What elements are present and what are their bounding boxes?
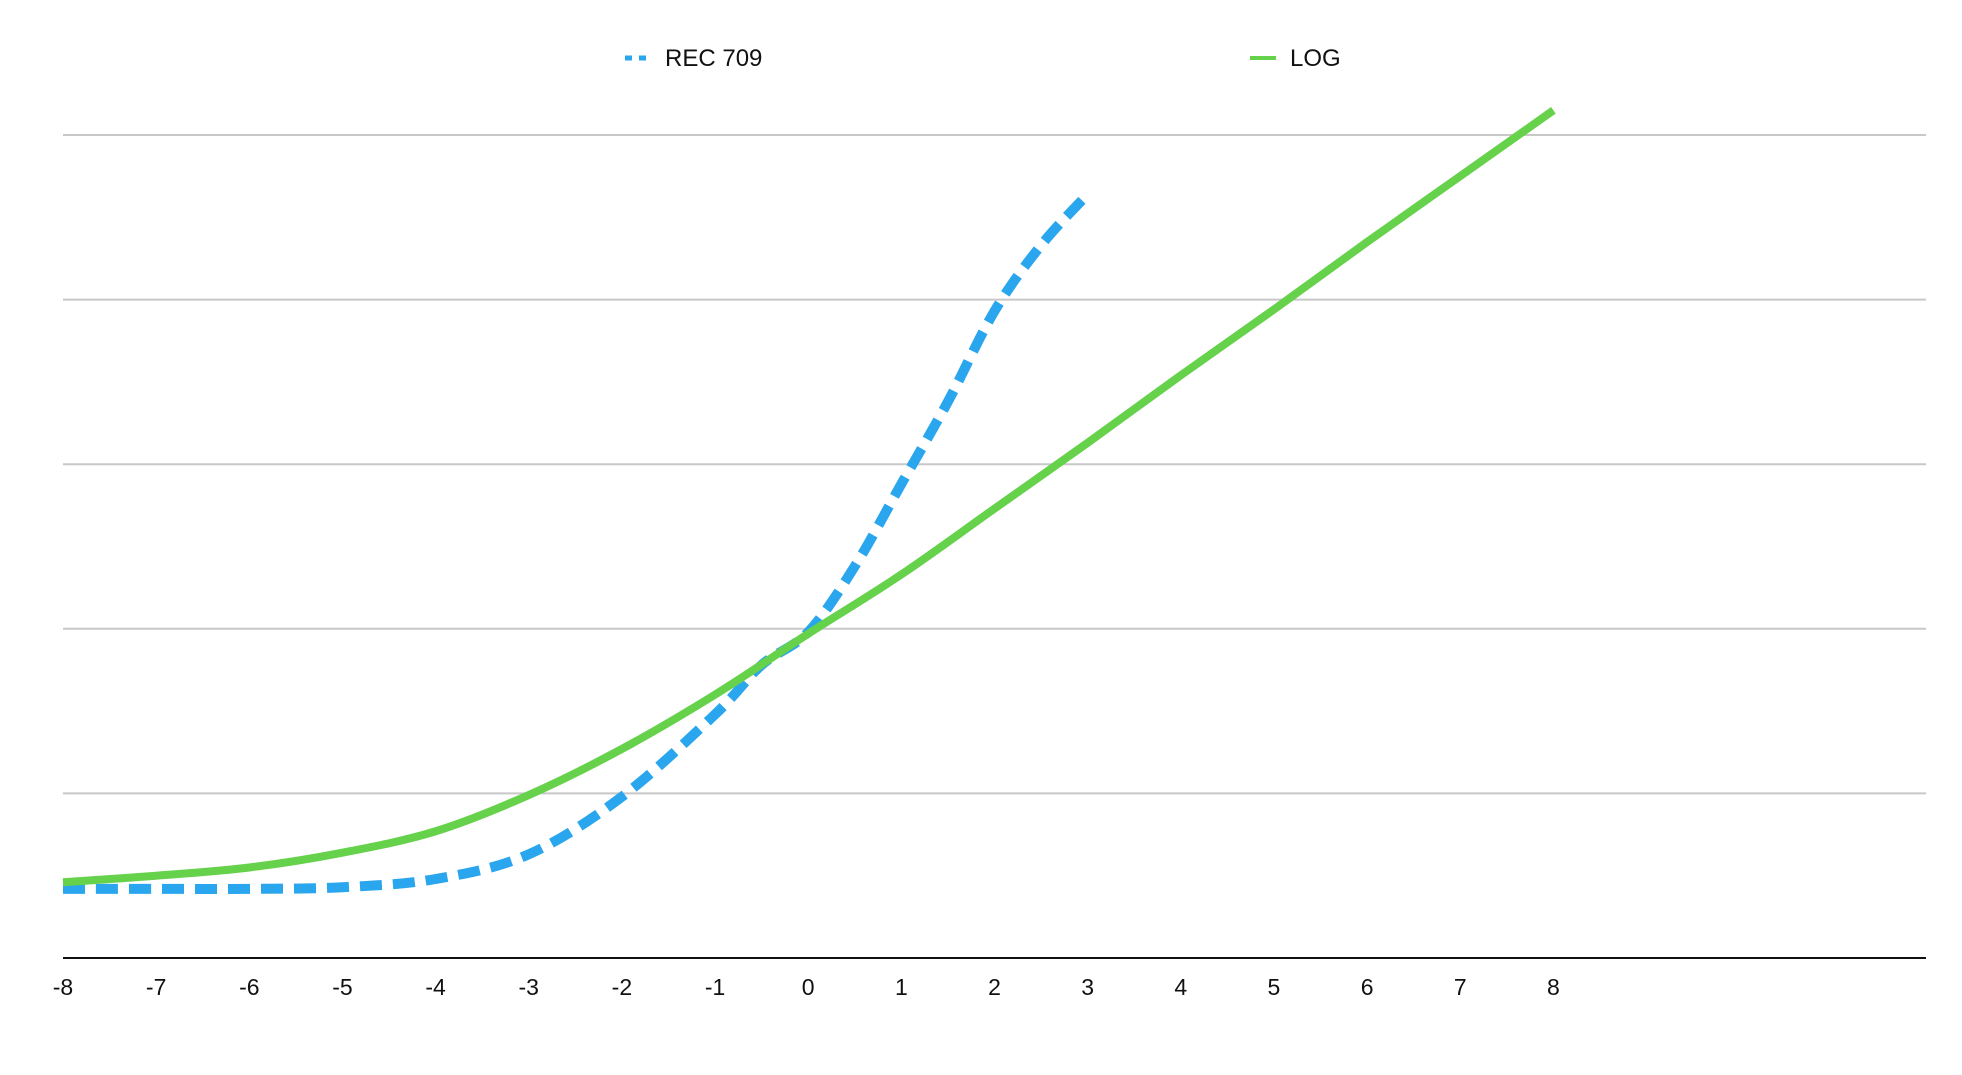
x-tick-label: -8 [53, 974, 73, 1000]
x-tick-label: -5 [332, 974, 352, 1000]
x-axis: -8 -7 -6 -5 -4 -3 -2 -1 0 1 2 3 4 5 6 7 8 [53, 957, 1926, 1000]
x-tick-label: 1 [895, 974, 908, 1000]
x-tick-label: 8 [1547, 974, 1560, 1000]
x-tick-label: 3 [1081, 974, 1094, 1000]
series-lines [62, 107, 1556, 894]
x-tick-label: -4 [425, 974, 446, 1000]
x-tick-label: 4 [1174, 974, 1187, 1000]
x-tick-label: -3 [519, 974, 539, 1000]
x-tick-label: -1 [705, 974, 725, 1000]
legend-label: LOG [1290, 45, 1341, 72]
x-tick-label: -7 [146, 974, 166, 1000]
x-tick-label: -6 [239, 974, 259, 1000]
legend: REC 709 LOG [625, 45, 1341, 72]
x-tick-label: 5 [1268, 974, 1281, 1000]
x-tick-label: 2 [988, 974, 1001, 1000]
x-tick-label: 7 [1454, 974, 1467, 1000]
gridlines [63, 134, 1926, 795]
x-tick-label: 0 [802, 974, 815, 1000]
x-tick-label: -2 [612, 974, 632, 1000]
series-line-log [62, 107, 1556, 887]
legend-label: REC 709 [665, 45, 762, 72]
x-tick-label: 6 [1361, 974, 1374, 1000]
series-line-rec-709 [62, 190, 1092, 894]
